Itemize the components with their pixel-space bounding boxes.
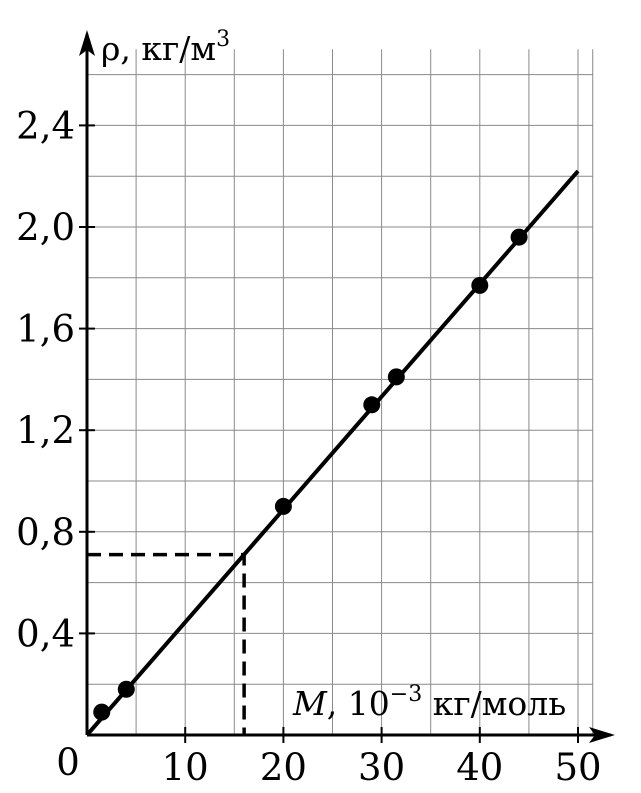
data-point <box>387 368 405 386</box>
data-point <box>93 703 111 721</box>
y-axis-label: ρ, кг/м3 <box>101 27 230 68</box>
y-tick-label: 2,0 <box>16 206 75 249</box>
x-tick-label: 50 <box>554 746 601 789</box>
data-point <box>117 680 135 698</box>
y-tick-label: 2,4 <box>16 104 75 147</box>
axis-labels: ρ, кг/м3 M, 10−3 кг/моль 0 <box>56 27 566 784</box>
data-points <box>93 228 528 721</box>
data-point <box>274 497 292 515</box>
x-tick-label: 30 <box>358 746 405 789</box>
fit-line-group <box>85 169 580 737</box>
x-tick-label: 10 <box>162 746 209 789</box>
y-axis-arrow <box>79 30 95 56</box>
data-point <box>471 276 489 294</box>
axes <box>79 30 615 743</box>
y-tick-label: 1,6 <box>16 308 75 351</box>
y-tick-label: 0,4 <box>16 612 75 655</box>
x-tick-label: 20 <box>260 746 307 789</box>
x-axis-label-exp: −3 <box>390 682 422 707</box>
y-axis-label-exp: 3 <box>216 27 230 52</box>
y-axis-label-text: ρ, кг/м <box>101 29 216 68</box>
y-tick-label: 1,2 <box>16 409 75 452</box>
x-tick-label: 40 <box>456 746 503 789</box>
fit-line <box>85 169 580 737</box>
origin-label: 0 <box>56 741 80 784</box>
data-point <box>363 396 381 414</box>
x-axis-label: M, 10−3 кг/моль <box>292 682 566 723</box>
x-axis-label-text: , 10 <box>327 684 390 723</box>
x-axis-label-var: M <box>292 684 328 723</box>
tick-group: 10 20 30 40 50 0,4 0,8 1,2 1,6 2,0 2,4 <box>16 104 601 789</box>
x-axis-label-unit: кг/моль <box>422 684 566 723</box>
y-tick-label: 0,8 <box>16 511 75 554</box>
x-axis-arrow <box>589 727 615 743</box>
data-point <box>510 228 528 246</box>
grid <box>87 49 594 735</box>
